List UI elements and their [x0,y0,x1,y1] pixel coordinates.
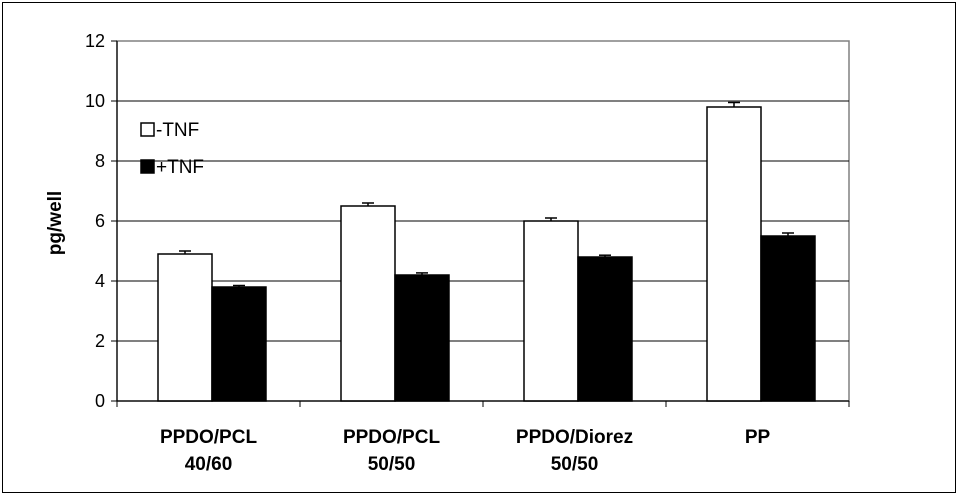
x-category-label-1-1: 50/50 [368,454,416,475]
bar-plus-tnf-2 [577,256,633,402]
bar-minus-tnf-1 [340,205,396,402]
bar-minus-tnf-2 [523,220,579,402]
y-tick-label-12: 12 [85,31,105,51]
x-category-label-0-1: 40/60 [185,454,233,475]
bar-plus-tnf-3 [760,235,816,402]
y-tick-label-4: 4 [95,271,105,291]
y-tick-label-10: 10 [85,91,105,111]
legend: -TNF +TNF [140,120,204,178]
bar-minus-tnf-3 [706,106,762,402]
y-tick-label-2: 2 [95,331,105,351]
legend-label-1: +TNF [156,157,204,178]
x-category-label-2-1: 50/50 [551,454,599,475]
y-tick-label-6: 6 [95,211,105,231]
axes [111,40,850,407]
legend-swatch-1 [140,159,155,174]
x-category-label-3-0: PP [745,427,771,448]
legend-swatch-0 [140,122,155,137]
y-tick-label-8: 8 [95,151,105,171]
y-tick-label-0: 0 [95,391,105,411]
x-category-label-0-0: PPDO/PCL [160,427,258,448]
bar-plus-tnf-0 [211,286,267,402]
bars [157,101,816,402]
bar-plus-tnf-1 [394,274,450,402]
y-tick-labels: 0 2 4 6 8 10 12 [85,31,105,411]
x-category-label-1-0: PPDO/PCL [343,427,441,448]
bar-minus-tnf-0 [157,253,213,402]
x-category-labels: PPDO/PCL 40/60 PPDO/PCL 50/50 PPDO/Diorez 50/… [160,427,771,475]
y-axis-label: pg/well [45,191,66,255]
legend-label-0: -TNF [156,120,199,141]
x-category-label-2-0: PPDO/Diorez [516,427,633,448]
